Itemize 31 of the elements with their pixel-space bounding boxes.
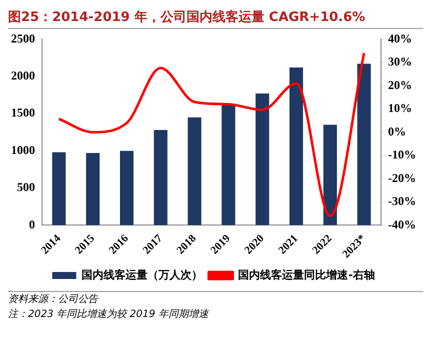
y-tick-label: 1000	[11, 142, 35, 157]
y-tick-label: 1500	[11, 106, 35, 120]
y2-tick-label: -20%	[388, 170, 416, 185]
legend-label: 国内线客运量同比增速-右轴	[238, 268, 375, 282]
bar	[120, 150, 134, 226]
bar	[323, 124, 337, 226]
bar	[289, 67, 304, 226]
y2-tick-label: 40%	[388, 31, 412, 46]
y2-tick-label: 10%	[388, 101, 412, 116]
line-series	[58, 52, 366, 218]
bar	[256, 94, 270, 226]
y-tick-label: 2000	[11, 68, 35, 82]
bar	[188, 117, 202, 226]
y-tick-label: 2500	[11, 31, 35, 46]
y2-tick-label: 30%	[388, 54, 412, 69]
y2-tick-label: -30%	[388, 194, 416, 208]
text: 资料来源：公司公告	[8, 292, 100, 307]
bar	[52, 152, 66, 226]
y-tick-label: 0	[29, 217, 35, 232]
bar	[357, 64, 371, 226]
legend-label: 国内线客运量（万人次）	[82, 268, 203, 282]
y-tick-label: 500	[17, 180, 35, 194]
y2-tick-label: 0%	[388, 124, 406, 138]
bar	[154, 130, 168, 226]
chart-title: 图25：2014-2019 年，公司国内线客运量 CAGR+10.6%	[8, 8, 423, 29]
bar	[86, 153, 100, 226]
y2-tick-label: -10%	[388, 148, 416, 162]
bar	[222, 104, 236, 226]
text: 注：2023 年同比增速为较 2019 年同期增速	[8, 308, 210, 322]
y2-tick-label: -40%	[388, 217, 416, 232]
y2-tick-label: 20%	[388, 78, 412, 92]
